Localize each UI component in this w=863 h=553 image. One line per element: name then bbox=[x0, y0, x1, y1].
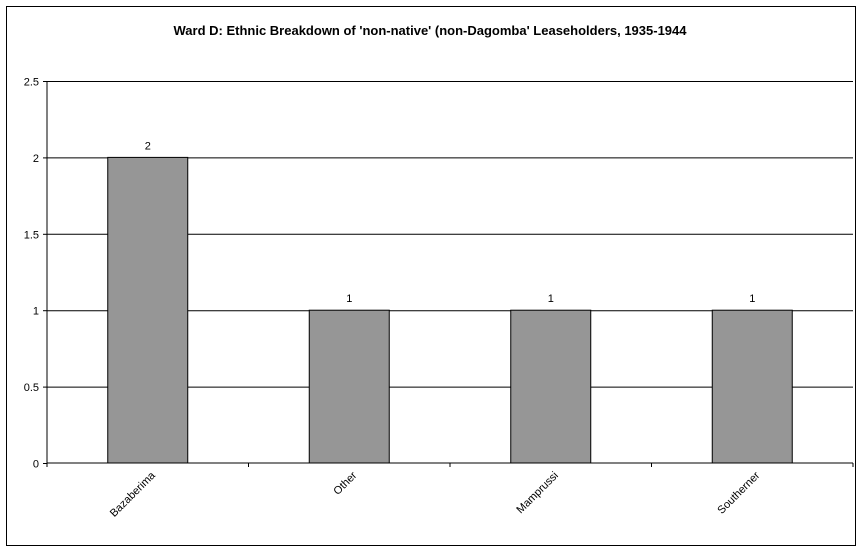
y-tick-label: 1.5 bbox=[24, 229, 39, 241]
data-label-mamprussi: 1 bbox=[548, 293, 554, 305]
y-tick-label: 0.5 bbox=[24, 382, 39, 394]
y-tick-label: 2 bbox=[33, 153, 39, 165]
x-tick-label-southerner: Southerner bbox=[715, 469, 762, 516]
data-label-other: 1 bbox=[346, 293, 352, 305]
bar-southerner bbox=[711, 309, 793, 464]
x-tick-label-mamprussi: Mamprussi bbox=[514, 470, 561, 517]
y-tick-label: 2.5 bbox=[24, 77, 39, 89]
x-tick-label-bazaberima: Bazaberima bbox=[108, 469, 159, 520]
chart-title: Ward D: Ethnic Breakdown of 'non-native'… bbox=[173, 23, 687, 38]
y-tick-label: 1 bbox=[33, 306, 39, 318]
bar-mamprussi bbox=[510, 309, 592, 464]
bar-bazaberima bbox=[107, 156, 189, 464]
data-label-southerner: 1 bbox=[749, 293, 755, 305]
x-tick-label-other: Other bbox=[331, 469, 359, 497]
y-axis-ticks: 0 0.5 1 1.5 2 2.5 bbox=[24, 77, 47, 471]
y-tick-label: 0 bbox=[33, 459, 39, 471]
bar-other bbox=[308, 309, 390, 464]
bars bbox=[107, 156, 793, 464]
x-axis-ticks: Bazaberima Other Mamprussi Southerner bbox=[46, 463, 854, 520]
data-label-bazaberima: 2 bbox=[145, 140, 151, 152]
data-labels: 2 1 1 1 bbox=[145, 140, 756, 305]
